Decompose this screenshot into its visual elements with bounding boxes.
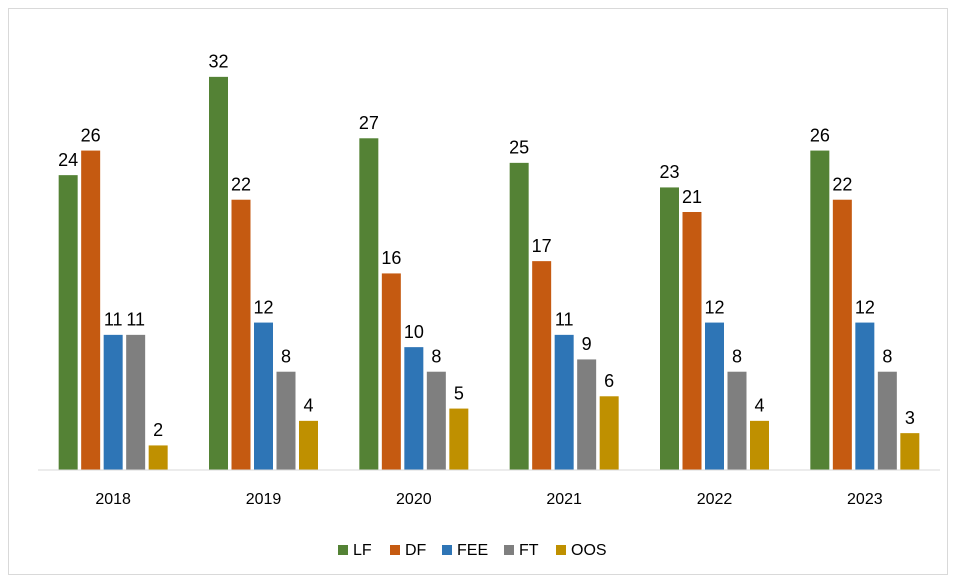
bar: [299, 420, 318, 470]
bar: [381, 273, 401, 470]
bar: [254, 322, 273, 470]
bar: [209, 76, 228, 470]
value-label: 8: [882, 346, 892, 366]
value-label: 11: [126, 310, 145, 330]
value-label: 27: [359, 113, 379, 133]
bar: [660, 187, 679, 470]
value-label: 23: [659, 162, 679, 182]
value-label: 26: [81, 125, 101, 145]
legend-label: DF: [405, 542, 427, 559]
chart-frame: [8, 8, 948, 575]
value-label: 2: [153, 420, 163, 440]
bar: [727, 371, 747, 470]
legend-swatch: [504, 545, 514, 555]
bar: [231, 199, 251, 470]
legend-swatch: [390, 545, 400, 555]
value-label: 5: [454, 383, 464, 403]
value-label: 8: [281, 346, 291, 366]
x-tick-label: 2019: [246, 491, 282, 508]
value-label: 11: [104, 310, 123, 330]
value-label: 9: [582, 334, 592, 354]
bar: [126, 334, 146, 470]
value-label: 25: [509, 138, 529, 158]
legend-label: OOS: [571, 542, 607, 559]
value-label: 12: [704, 297, 724, 317]
bar: [404, 347, 424, 470]
value-label: 21: [682, 187, 702, 207]
value-label: 17: [532, 236, 552, 256]
legend-swatch: [442, 545, 452, 555]
bar: [554, 334, 574, 470]
bar: [58, 175, 78, 470]
value-label: 4: [754, 396, 764, 416]
value-label: 3: [905, 408, 915, 428]
bar: [81, 150, 101, 471]
bar: [877, 371, 897, 470]
legend-label: FT: [519, 542, 539, 559]
bar: [705, 322, 724, 470]
value-label: 26: [810, 125, 830, 145]
bar: [599, 396, 619, 470]
value-label: 8: [431, 346, 441, 366]
value-label: 22: [832, 174, 852, 194]
value-label: 8: [732, 346, 742, 366]
bar: [810, 150, 830, 471]
bar: [148, 445, 168, 470]
x-tick-label: 2023: [847, 491, 883, 508]
bar: [532, 261, 552, 470]
value-label: 11: [555, 310, 574, 330]
x-tick-label: 2020: [396, 491, 432, 508]
bar: [509, 162, 529, 470]
bar: [276, 371, 296, 470]
value-label: 4: [303, 396, 313, 416]
value-label: 12: [855, 297, 875, 317]
bar: [577, 359, 597, 470]
value-label: 6: [604, 371, 614, 391]
value-label: 16: [381, 248, 401, 268]
x-tick-label: 2018: [95, 491, 131, 508]
bar: [449, 408, 469, 470]
bar: [426, 371, 446, 470]
bar: [682, 212, 702, 470]
bar: [103, 334, 123, 470]
value-label: 24: [58, 150, 78, 170]
bar: [359, 138, 379, 471]
bar: [900, 433, 920, 470]
legend-label: FEE: [457, 542, 488, 559]
bar: [750, 420, 769, 470]
x-tick-label: 2022: [697, 491, 733, 508]
x-tick-label: 2021: [546, 491, 582, 508]
bar: [855, 322, 875, 470]
legend-swatch: [338, 545, 348, 555]
bar: [832, 199, 852, 470]
value-label: 32: [208, 52, 228, 72]
legend-label: LF: [353, 542, 372, 559]
value-label: 10: [404, 322, 424, 342]
legend-swatch: [556, 545, 566, 555]
value-label: 12: [253, 297, 273, 317]
value-label: 22: [231, 174, 251, 194]
